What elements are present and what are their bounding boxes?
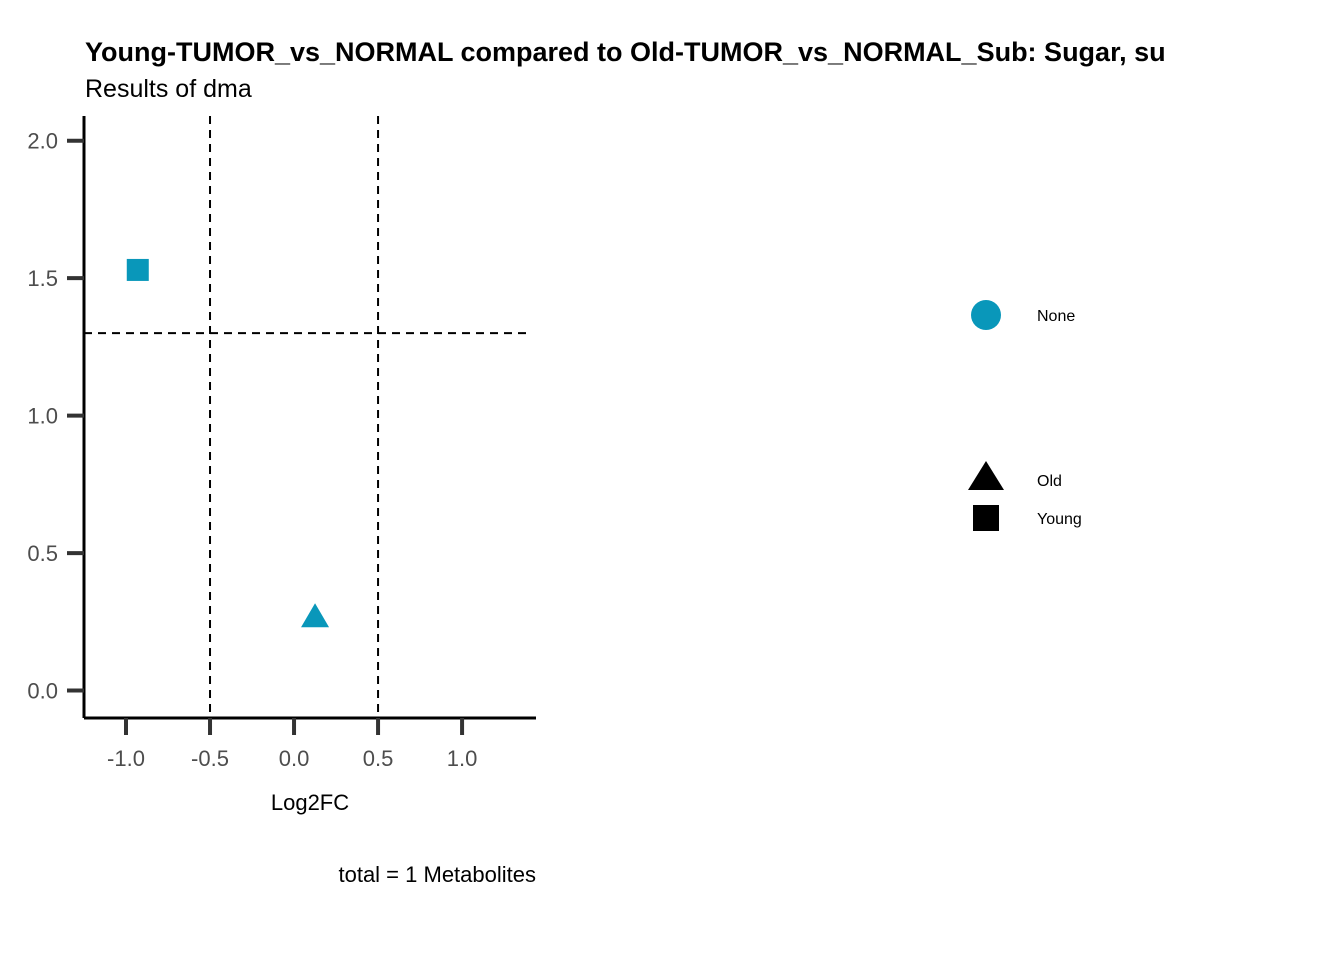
y-tick-label: 0.5 (27, 541, 58, 566)
chart-subtitle: Results of dma (85, 75, 252, 103)
data-point-old (301, 603, 330, 628)
x-axis-label: Log2FC (271, 790, 349, 815)
y-tick-label: 1.0 (27, 404, 58, 429)
y-tick-label: 0.0 (27, 679, 58, 704)
legend: None Old Young (968, 300, 1082, 531)
y-tick-label: 1.5 (27, 266, 58, 291)
x-tick-label: -1.0 (107, 746, 145, 771)
caption: total = 1 Metabolites (338, 862, 536, 887)
x-tick-label: 0.0 (279, 746, 310, 771)
chart-title: Young-TUMOR_vs_NORMAL compared to Old-TU… (85, 37, 1166, 67)
x-tick-label: -0.5 (191, 746, 229, 771)
legend-label-old: Old (1037, 473, 1062, 490)
legend-triangle-icon (968, 461, 1004, 490)
legend-label-young: Young (1037, 511, 1082, 528)
legend-label-none: None (1037, 308, 1075, 325)
legend-square-icon (973, 505, 999, 531)
data-point-young (126, 258, 149, 281)
y-tick-label: 2.0 (27, 129, 58, 154)
x-tick-label: 0.5 (363, 746, 394, 771)
x-tick-label: 1.0 (447, 746, 478, 771)
legend-circle-icon (971, 300, 1001, 330)
